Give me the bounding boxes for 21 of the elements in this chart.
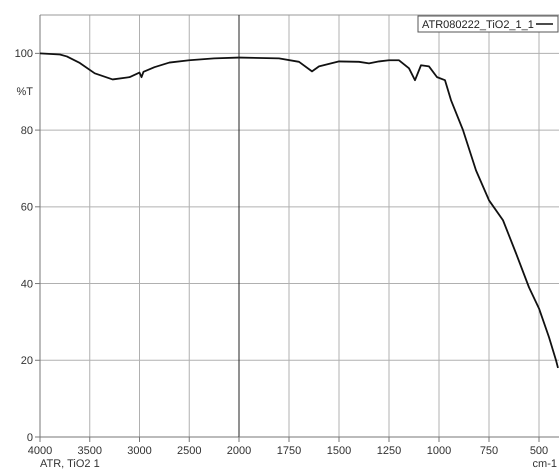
- x-tick-label: 2500: [177, 445, 202, 457]
- x-tick-label: 4000: [28, 445, 52, 457]
- x-tick-label: 500: [530, 445, 548, 457]
- y-tick-label: 60: [20, 202, 33, 214]
- y-tick-label: 100: [14, 48, 33, 60]
- x-axis-title: cm-1: [532, 458, 557, 470]
- x-tick-label: 1750: [276, 445, 302, 457]
- x-tick-label: 1000: [426, 445, 452, 457]
- legend-label: ATR080222_TiO2_1_1: [422, 19, 534, 31]
- x-tick-label: 750: [480, 445, 498, 457]
- y-tick-label: 20: [20, 355, 33, 368]
- text: ATR, TiO2 1: [40, 458, 100, 470]
- x-tick-label: 1500: [326, 445, 352, 457]
- x-tick-label: 2000: [226, 445, 252, 457]
- y-tick-label: 80: [20, 124, 33, 137]
- x-tick-label: 3500: [78, 445, 102, 457]
- y-axis-title: %T: [16, 86, 34, 98]
- x-tick-label: 3000: [127, 445, 152, 457]
- y-tick-label: 0: [26, 432, 33, 444]
- x-tick-label: 1250: [376, 445, 402, 457]
- y-tick-label: 40: [20, 278, 33, 290]
